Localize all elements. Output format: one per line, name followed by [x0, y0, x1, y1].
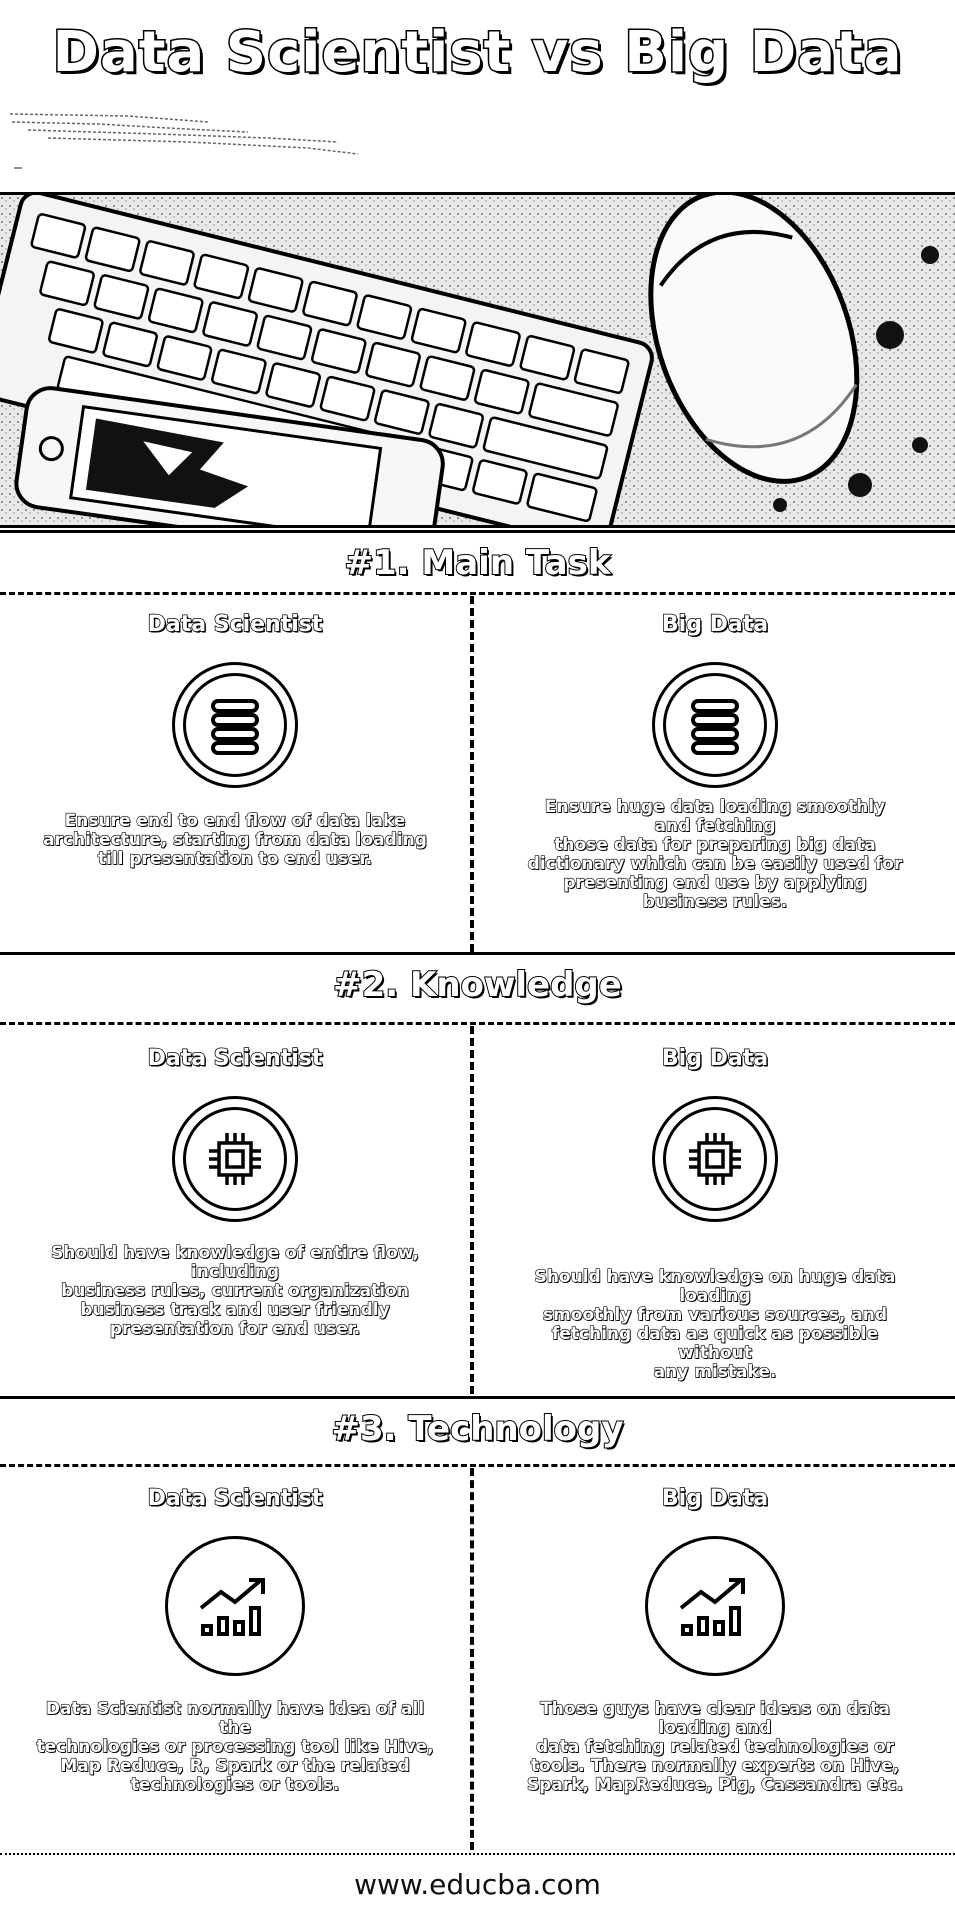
- column-label: Data Scientist: [147, 1045, 323, 1072]
- column-description: Those guys have clear ideas on data load…: [526, 1699, 904, 1795]
- knowledge-big-data: Big Data Should have knowledge on huge d…: [480, 1030, 950, 1382]
- cpu-chip-icon: [209, 1133, 261, 1185]
- knowledge-data-scientist: Data Scientist Should have knowledge of …: [0, 1030, 470, 1339]
- icon-circle: [645, 1536, 785, 1676]
- column-description: Should have knowledge of entire flow, in…: [50, 1243, 419, 1339]
- column-divider: [470, 1468, 474, 1850]
- main-task-big-data: Big Data Ensure huge data loading smooth…: [480, 596, 950, 912]
- divider: [0, 1464, 955, 1467]
- icon-circle: [172, 662, 298, 788]
- divider: [0, 592, 955, 595]
- column-divider: [470, 1026, 474, 1394]
- column-label: Big Data: [661, 1485, 769, 1512]
- icon-circle: [165, 1536, 305, 1676]
- column-label: Big Data: [661, 611, 769, 638]
- section-main-task: #1. Main Task: [0, 530, 955, 590]
- column-label: Big Data: [661, 1045, 769, 1072]
- technology-big-data: Big Data Those guys have clear ideas on …: [480, 1470, 950, 1795]
- section-knowledge: #2. Knowledge: [0, 952, 955, 1012]
- growth-chart-icon: [199, 1578, 265, 1636]
- column-label: Data Scientist: [147, 1485, 323, 1512]
- growth-chart-icon: [679, 1578, 745, 1636]
- database-icon: [691, 699, 739, 755]
- section-technology: #3. Technology: [0, 1396, 955, 1456]
- cpu-chip-icon: [689, 1133, 741, 1185]
- keyboard-phone-mouse-illustration: [0, 195, 955, 525]
- technology-data-scientist: Data Scientist Data Scientist normally h…: [0, 1470, 470, 1795]
- icon-circle: [172, 1096, 298, 1222]
- footer-url[interactable]: www.educba.com: [354, 1868, 601, 1901]
- database-icon: [211, 699, 259, 755]
- column-description: Ensure huge data loading smoothly and fe…: [527, 797, 903, 912]
- section-heading: #2. Knowledge: [332, 964, 623, 1006]
- icon-circle: [652, 1096, 778, 1222]
- scribble-texture: [9, 113, 359, 169]
- column-description: Ensure end to end flow of data lake arch…: [42, 811, 427, 869]
- hero-image: [0, 192, 955, 528]
- footer-divider: [0, 1853, 955, 1855]
- icon-circle: [652, 662, 778, 788]
- page-title: Data Scientist vs Big Data: [51, 20, 903, 85]
- main-task-data-scientist: Data Scientist Ensure end to end flow of…: [0, 596, 470, 869]
- column-description: Data Scientist normally have idea of all…: [36, 1699, 434, 1795]
- column-description: Should have knowledge on huge data loadi…: [534, 1267, 896, 1382]
- divider: [0, 1022, 955, 1025]
- section-heading: #1. Main Task: [344, 542, 612, 584]
- column-label: Data Scientist: [147, 611, 323, 638]
- column-divider: [470, 596, 474, 952]
- section-heading: #3. Technology: [330, 1408, 624, 1450]
